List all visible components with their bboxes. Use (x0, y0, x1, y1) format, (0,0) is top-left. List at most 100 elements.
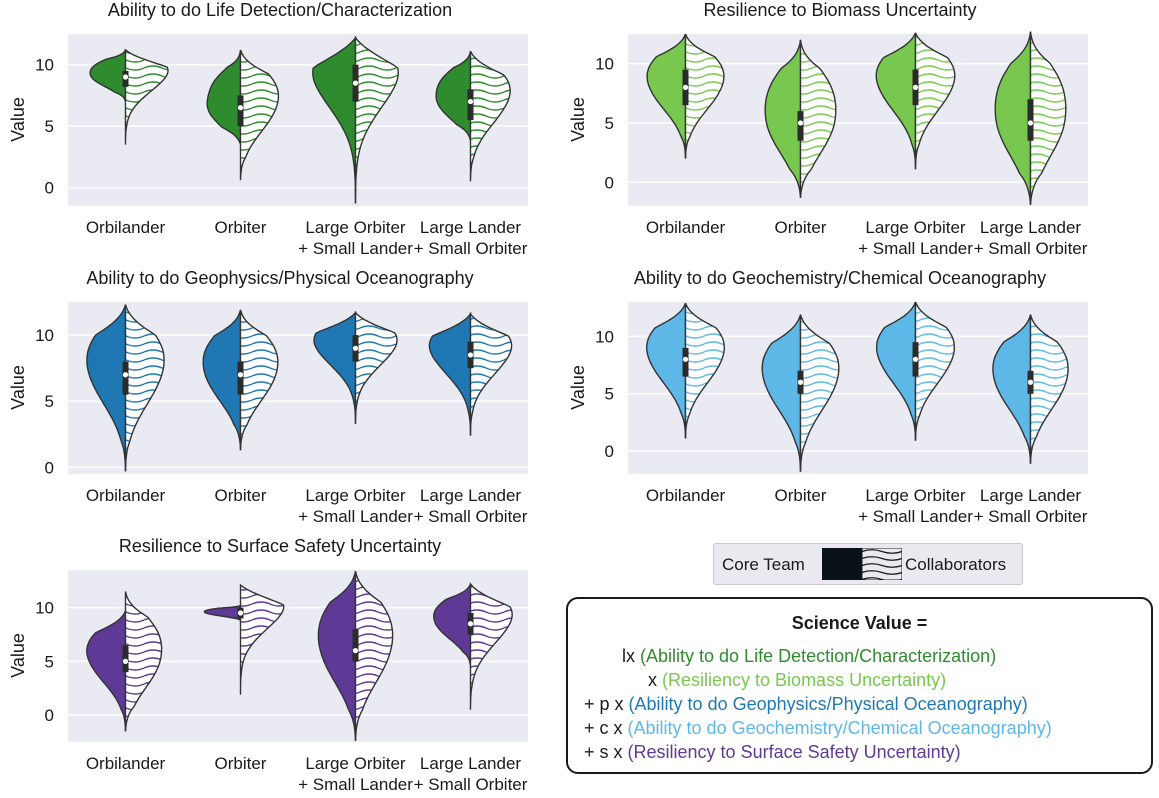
violin-core-half (428, 311, 472, 436)
formula-term: (Resiliency to Biomass Uncertainty) (662, 670, 947, 690)
x-tick-label: Large Orbiter + Small Lander (298, 486, 413, 526)
violin-core-half (313, 310, 357, 424)
violin-collab-half (469, 311, 513, 436)
y-tick-label: 0 (605, 442, 614, 461)
violin-core-half (433, 583, 472, 667)
x-tick-label: Large Lander + Small Orbiter (414, 486, 528, 526)
median-marker (237, 610, 244, 616)
y-tick-label: 5 (45, 392, 54, 411)
iqr-box (682, 347, 689, 377)
chart-title: Ability to do Geochemistry/Chemical Ocea… (633, 268, 1047, 288)
violin-plot: 0 5 10 Orbilander Orbiter Large Orbiter + Smal… (35, 34, 528, 258)
chart-title: Ability to do Geophysics/Physical Oceano… (86, 268, 474, 288)
formula-op: x (648, 670, 657, 690)
violin-core-half (202, 309, 242, 451)
median-marker (912, 356, 919, 362)
formula-term: (Ability to do Geophysics/Physical Ocean… (628, 694, 1028, 714)
y-tick-label: 10 (35, 56, 54, 75)
panel-surface: Resilience to Surface Safety Uncertainty… (0, 536, 560, 798)
formula-line-life: lx (Ability to do Life Detection/Charact… (622, 646, 996, 667)
legend-collab-label: Collaborators (905, 555, 1007, 574)
violin-core-half (876, 301, 917, 441)
violin-plot: 0 5 10 Orbilander Orbiter Large Orbiter + Smal… (595, 301, 1088, 526)
median-marker (467, 621, 474, 627)
median-marker (467, 352, 474, 358)
median-marker (682, 356, 689, 362)
median-marker (352, 345, 359, 351)
x-tick-label: Orbiter (215, 486, 267, 505)
y-tick-label: 5 (605, 114, 614, 133)
formula-term: (Ability to do Life Detection/Characteri… (640, 646, 997, 666)
median-marker (682, 84, 689, 90)
median-marker (122, 658, 129, 664)
violin-core-half (764, 39, 802, 198)
x-tick-label: Large Lander + Small Orbiter (414, 754, 528, 794)
x-tick-label: Large Lander + Small Orbiter (974, 486, 1088, 526)
panel-geochem: Ability to do Geochemistry/Chemical Ocea… (560, 268, 1120, 530)
violin-collab-half (914, 32, 956, 170)
formula-term: (Resiliency to Surface Safety Uncertaint… (627, 742, 961, 762)
violin-collab-half (239, 49, 280, 181)
panel-geophys: Ability to do Geophysics/Physical Oceano… (0, 268, 560, 530)
y-tick-label: 10 (35, 599, 54, 618)
violin-core-half (86, 304, 127, 472)
y-tick-label: 0 (45, 179, 54, 198)
iqr-box (237, 95, 244, 127)
chart-title: Resilience to Biomass Uncertainty (703, 0, 977, 20)
violin-core-half (435, 51, 472, 142)
formula-title: Science Value = (791, 613, 928, 633)
science-value-formula: Science Value = lx (Ability to do Life D… (566, 597, 1153, 774)
violin-collab-half (799, 314, 840, 472)
y-tick-label: 5 (605, 385, 614, 404)
median-marker (122, 372, 129, 378)
violin-collab-half (354, 35, 399, 204)
x-tick-label: Large Orbiter + Small Lander (298, 754, 413, 794)
violin-core-half (646, 33, 687, 159)
violin-plot: 0 5 10 Orbilander Orbiter Large Orbiter + Smal… (35, 570, 528, 794)
violin-core-half (86, 610, 127, 732)
x-tick-label: Orbiter (775, 486, 827, 505)
y-tick-label: 0 (45, 706, 54, 725)
violin-collab-half (1029, 314, 1069, 464)
y-tick-label: 10 (35, 326, 54, 345)
violin-collab-half (124, 591, 163, 732)
formula-term: (Ability to do Geochemistry/Chemical Oce… (627, 718, 1052, 738)
legend-core-label: Core Team (722, 555, 805, 574)
x-tick-label: Orbilander (646, 218, 726, 237)
x-tick-label: Orbilander (86, 754, 166, 773)
violin-collab-half (469, 582, 513, 710)
median-marker (352, 80, 359, 86)
panel-biomass: Resilience to Biomass Uncertainty Value 0 5… (560, 0, 1120, 262)
violin-collab-half (1029, 31, 1067, 205)
y-tick-label: 0 (45, 458, 54, 477)
chart-title: Ability to do Life Detection/Characteriz… (107, 0, 453, 20)
x-tick-label: Orbiter (215, 754, 267, 773)
violin-collab-half (684, 33, 725, 159)
legend-collab-swatch (861, 548, 902, 580)
legend: Core Team Collaborators (713, 543, 1023, 585)
iqr-box (122, 645, 129, 673)
panel-life: Ability to do Life Detection/Characteriz… (0, 0, 560, 262)
violin-core-half (317, 570, 357, 741)
violin-plot: 0 5 10 Orbilander Orbiter Large Orbiter + Smal… (35, 302, 528, 526)
legend-swatches (822, 548, 902, 580)
violin-collab-half (799, 39, 837, 198)
iqr-box (797, 111, 804, 141)
median-marker (797, 120, 804, 126)
x-tick-label: Large Lander + Small Orbiter (974, 218, 1088, 258)
x-tick-label: Orbilander (86, 218, 166, 237)
formula-op: lx (622, 646, 635, 666)
y-tick-label: 10 (595, 55, 614, 74)
x-tick-label: Orbilander (86, 486, 166, 505)
violin-core-half (994, 31, 1032, 205)
violin-collab-half (354, 310, 398, 424)
formula-line-biomass: x (Resiliency to Biomass Uncertainty) (648, 670, 946, 691)
x-tick-label: Orbiter (775, 218, 827, 237)
formula-line-geophys: + p x (Ability to do Geophysics/Physical… (584, 694, 1028, 715)
violin-core-half (206, 49, 242, 145)
iqr-box (1027, 99, 1034, 141)
formula-line-surface: + s x (Resiliency to Surface Safety Unce… (584, 742, 961, 763)
violin-collab-half (684, 302, 725, 439)
median-marker (237, 105, 244, 111)
legend-core-swatch (822, 548, 862, 580)
